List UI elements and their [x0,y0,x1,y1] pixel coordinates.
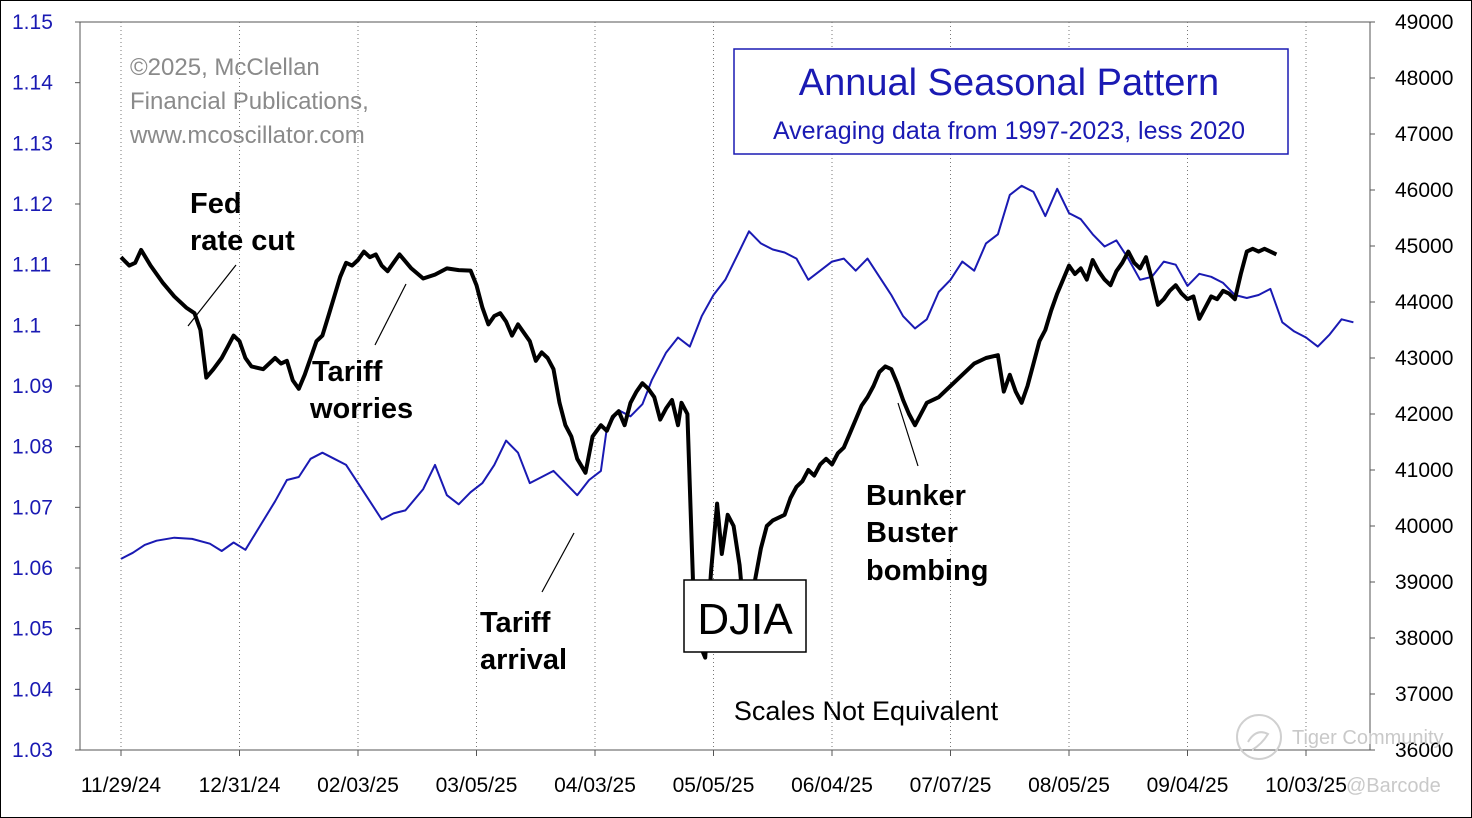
scales-note: Scales Not Equivalent [734,696,999,726]
left-tick-label: 1.14 [12,72,53,95]
x-tick-label: 07/07/25 [910,774,992,797]
x-tick-label: 10/03/25 [1265,774,1347,797]
left-tick-label: 1.15 [12,11,53,34]
annotation-bunker-line-3: bombing [866,555,988,587]
left-tick-label: 1.08 [12,436,53,459]
left-axis-ticks: 1.15 1.14 1.13 1.12 1.11 1.1 1.09 1.08 1.07 1.06 1… [12,11,80,762]
x-tick-label: 03/05/25 [436,774,518,797]
annotation-bunker-line-1: Bunker [866,480,966,512]
annotation-tariff-arrival-pointer [541,532,575,593]
right-tick-label: 43000 [1395,347,1453,370]
right-tick-label: 45000 [1395,235,1453,258]
djia-label: DJIA [697,595,793,644]
x-tick-label: 08/05/25 [1028,774,1110,797]
x-tick-label: 12/31/24 [199,774,281,797]
right-tick-label: 38000 [1395,627,1453,650]
annotation-tariff-arrival-line-1: Tariff [480,607,551,639]
right-axis-ticks: 49000 48000 47000 46000 45000 44000 43000 42000… [1370,11,1453,762]
left-tick-label: 1.05 [12,618,53,641]
right-tick-label: 36000 [1395,739,1453,762]
tiger-watermark: Tiger Community @Barcode [1236,714,1444,797]
chart-title: Annual Seasonal Pattern [799,62,1219,104]
left-tick-label: 1.1 [12,314,41,337]
annotation-fed-pointer [187,264,237,327]
x-tick-label: 11/29/24 [81,774,162,797]
x-tick-label: 09/04/25 [1147,774,1229,797]
annotation-bunker-pointer [897,402,919,467]
annotation-tariff-worries-line-2: worries [309,393,413,425]
annotation-tariff-worries-pointer [374,283,407,346]
left-tick-label: 1.06 [12,557,53,580]
right-tick-label: 48000 [1395,67,1453,90]
annotation-tariff-worries-line-1: Tariff [312,356,383,388]
left-tick-label: 1.13 [12,132,53,155]
djia-line [119,246,1278,660]
right-tick-label: 41000 [1395,459,1453,482]
watermark-line-2: @Barcode [1346,775,1441,797]
x-axis-ticks: 11/29/24 12/31/24 02/03/25 03/05/25 04/03/25… [81,750,1347,797]
djia-label-box [683,579,807,653]
credit-line-1: ©2025, McClellan [130,54,320,81]
tiger-logo-icon [1236,714,1282,760]
right-tick-label: 44000 [1395,291,1453,314]
left-tick-label: 1.11 [12,254,51,277]
credit-line-2: Financial Publications, [130,88,369,115]
right-tick-label: 40000 [1395,515,1453,538]
x-tick-label: 04/03/25 [554,774,636,797]
annotation-fed-line-1: Fed [190,188,242,220]
chart-subtitle: Averaging data from 1997-2023, less 2020 [773,117,1245,145]
watermark-line-1: Tiger Community [1292,727,1444,749]
tiger-logo-mark-icon [1247,731,1270,751]
right-tick-label: 39000 [1395,571,1453,594]
x-tick-label: 06/04/25 [791,774,873,797]
right-tick-label: 37000 [1395,683,1453,706]
right-tick-label: 49000 [1395,11,1453,34]
left-tick-label: 1.09 [12,375,53,398]
x-tick-label: 02/03/25 [317,774,399,797]
right-tick-label: 47000 [1395,123,1453,146]
title-box [733,48,1289,155]
left-tick-label: 1.07 [12,496,53,519]
left-tick-label: 1.12 [12,193,53,216]
annotation-tariff-arrival-line-2: arrival [480,644,567,676]
right-tick-label: 46000 [1395,179,1453,202]
left-tick-label: 1.03 [12,739,53,762]
x-tick-label: 05/05/25 [673,774,755,797]
left-tick-label: 1.04 [12,678,53,701]
annotation-fed-line-2: rate cut [190,225,295,257]
right-tick-label: 42000 [1395,403,1453,426]
annotation-bunker-line-2: Buster [866,517,958,549]
credit-line-3: www.mcoscillator.com [129,122,365,149]
